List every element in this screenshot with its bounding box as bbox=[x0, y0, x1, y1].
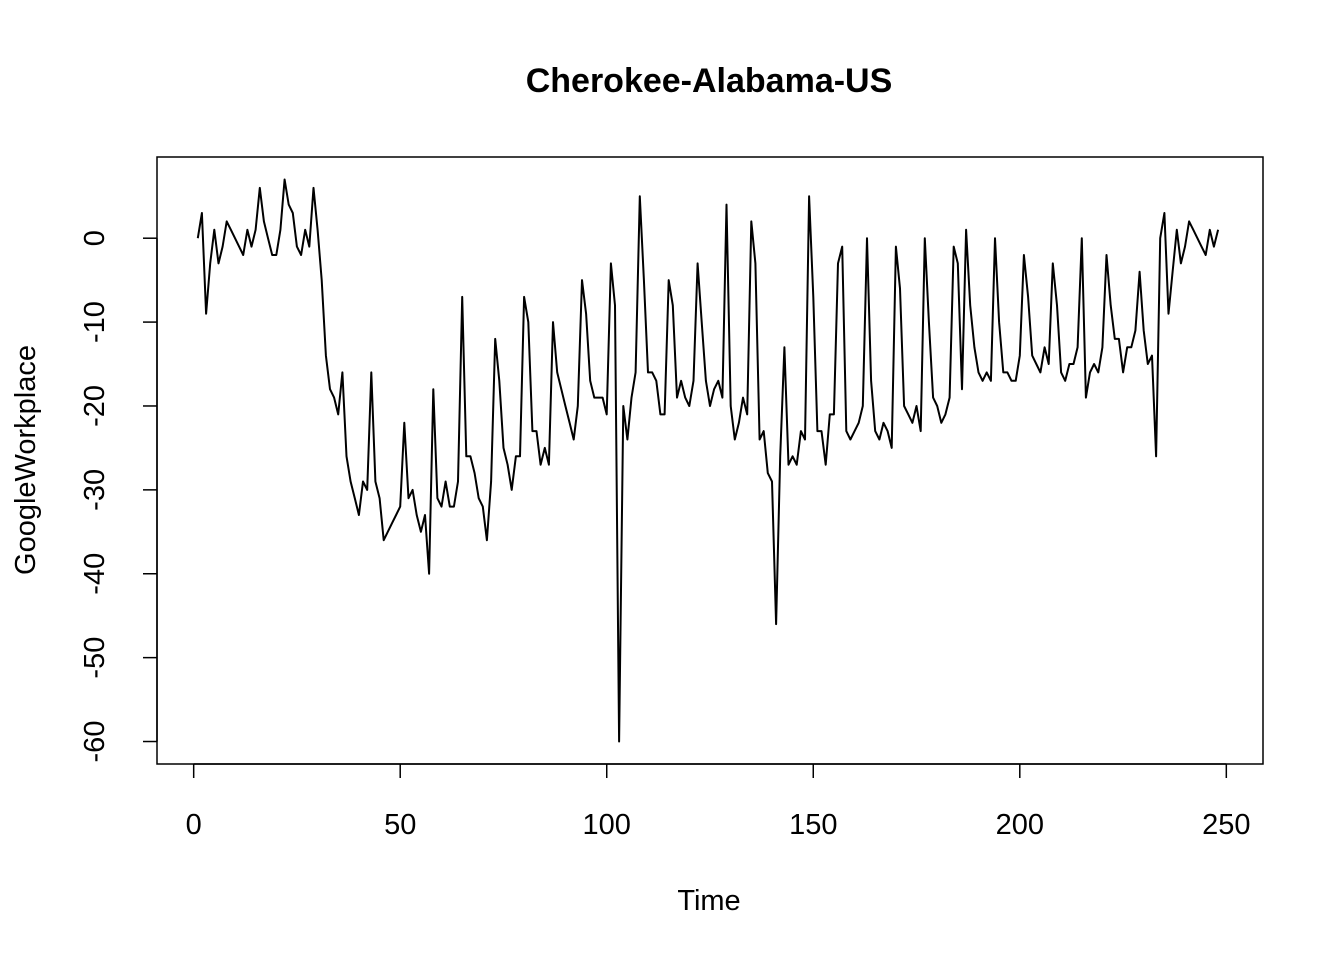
y-tick-label: 0 bbox=[79, 230, 111, 246]
x-tick-label: 0 bbox=[186, 809, 202, 841]
x-axis: 0 50 100 150 200 250 bbox=[186, 763, 1251, 841]
y-tick-label: -20 bbox=[79, 385, 111, 427]
series-layer bbox=[196, 178, 1220, 743]
plot-frame bbox=[156, 156, 1264, 765]
y-tick-label: -50 bbox=[79, 637, 111, 679]
x-tick-label: 50 bbox=[384, 809, 416, 841]
x-tick-label: 150 bbox=[789, 809, 837, 841]
x-axis-label: Time bbox=[677, 885, 740, 917]
x-tick-label: 100 bbox=[583, 809, 631, 841]
y-axis-label: GoogleWorkplace bbox=[10, 345, 42, 575]
x-tick-label: 250 bbox=[1202, 809, 1250, 841]
series-line bbox=[196, 178, 1220, 743]
chart-title: Cherokee-Alabama-US bbox=[526, 62, 893, 100]
y-axis: -60 -50 -40 -30 -20 -10 0 bbox=[79, 230, 158, 763]
y-tick-label: -40 bbox=[79, 553, 111, 595]
x-tick-label: 200 bbox=[996, 809, 1044, 841]
y-tick-label: -30 bbox=[79, 469, 111, 511]
y-tick-label: -10 bbox=[79, 301, 111, 343]
y-tick-label: -60 bbox=[79, 721, 111, 763]
